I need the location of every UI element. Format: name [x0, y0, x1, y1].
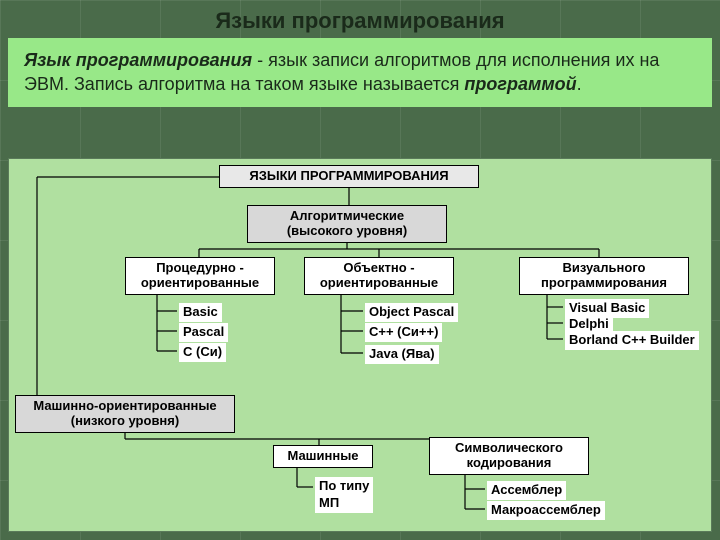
definition-tail: .	[577, 74, 582, 94]
definition-term: Язык программирования	[24, 50, 252, 70]
leaf-obj-2: Java (Ява)	[365, 345, 439, 364]
leaf-vis-2: Borland C++ Builder	[565, 331, 699, 350]
node-sym: Символическогокодирования	[429, 437, 589, 475]
page-title: Языки программирования	[0, 8, 720, 34]
definition-emphasis: программой	[464, 74, 576, 94]
node-obj: Объектно -ориентированные	[304, 257, 454, 295]
leaf-sym-1: Макроассемблер	[487, 501, 605, 520]
tree-diagram: ЯЗЫКИ ПРОГРАММИРОВАНИЯ Алгоритмические(вы…	[8, 158, 712, 532]
leaf-proc-1: Pascal	[179, 323, 228, 342]
node-mash: Машинные	[273, 445, 373, 468]
node-algo: Алгоритмические(высокого уровня)	[247, 205, 447, 243]
definition-box: Язык программирования - язык записи алго…	[8, 38, 712, 107]
leaf-obj-1: C++ (Си++)	[365, 323, 442, 342]
leaf-proc-2: С (Си)	[179, 343, 226, 362]
node-machine: Машинно-ориентированные(низкого уровня)	[15, 395, 235, 433]
leaf-mash-0: По типуМП	[315, 477, 373, 513]
node-root: ЯЗЫКИ ПРОГРАММИРОВАНИЯ	[219, 165, 479, 188]
node-proc: Процедурно -ориентированные	[125, 257, 275, 295]
node-vis: Визуальногопрограммирования	[519, 257, 689, 295]
leaf-proc-0: Basic	[179, 303, 222, 322]
leaf-sym-0: Ассемблер	[487, 481, 566, 500]
leaf-obj-0: Object Pascal	[365, 303, 458, 322]
